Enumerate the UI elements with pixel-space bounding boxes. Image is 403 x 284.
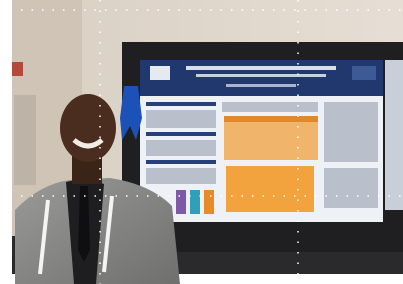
head [60,94,116,162]
tie [78,186,90,262]
photo [0,0,403,284]
doorway [14,95,36,185]
next-poster [385,60,403,210]
poster-table-header [224,116,318,122]
poster-logo [352,66,376,80]
poster-title-line [196,74,326,77]
poster-box [176,190,186,214]
poster-title-line [186,66,336,70]
poster-table [224,116,318,160]
poster-author-line [226,84,296,87]
poster-header [140,60,383,96]
wall-sign [12,62,23,76]
poster-chart [226,166,314,212]
poster-box [190,190,200,214]
scene [0,0,403,284]
poster-box [204,190,214,214]
poster-logo [150,66,170,80]
